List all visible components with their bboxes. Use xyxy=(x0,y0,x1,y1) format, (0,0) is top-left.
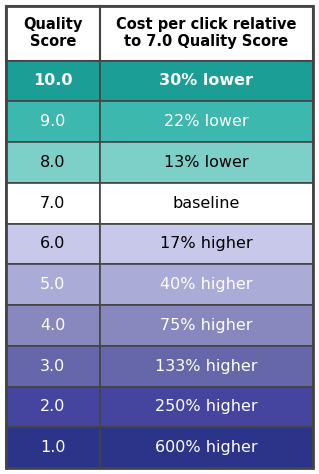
Text: 2.0: 2.0 xyxy=(40,400,65,414)
Text: 600% higher: 600% higher xyxy=(155,440,258,455)
Bar xyxy=(100,6,313,61)
Bar xyxy=(100,224,313,264)
Text: 4.0: 4.0 xyxy=(40,318,65,333)
Text: Quality
Score: Quality Score xyxy=(23,17,83,49)
Text: 7.0: 7.0 xyxy=(40,196,65,210)
Text: 75% higher: 75% higher xyxy=(160,318,253,333)
Text: 8.0: 8.0 xyxy=(40,155,66,170)
Text: Cost per click relative
to 7.0 Quality Score: Cost per click relative to 7.0 Quality S… xyxy=(116,17,297,49)
Bar xyxy=(6,101,100,142)
Bar xyxy=(100,61,313,101)
Text: baseline: baseline xyxy=(173,196,240,210)
Text: 22% lower: 22% lower xyxy=(164,114,249,129)
Bar xyxy=(6,427,100,468)
Bar xyxy=(100,264,313,305)
Text: 3.0: 3.0 xyxy=(40,359,65,374)
Bar xyxy=(100,142,313,183)
Bar xyxy=(100,427,313,468)
Bar xyxy=(6,224,100,264)
Text: 30% lower: 30% lower xyxy=(159,73,253,88)
Bar xyxy=(6,183,100,224)
Text: 250% higher: 250% higher xyxy=(155,400,258,414)
Bar xyxy=(100,183,313,224)
Bar xyxy=(100,101,313,142)
Bar xyxy=(6,61,100,101)
Bar xyxy=(6,264,100,305)
Text: 17% higher: 17% higher xyxy=(160,237,253,251)
Bar xyxy=(6,305,100,346)
Bar xyxy=(6,6,100,61)
Bar xyxy=(100,346,313,386)
Bar xyxy=(6,142,100,183)
Bar xyxy=(100,305,313,346)
Text: 1.0: 1.0 xyxy=(40,440,66,455)
Text: 10.0: 10.0 xyxy=(33,73,72,88)
Text: 9.0: 9.0 xyxy=(40,114,65,129)
Text: 133% higher: 133% higher xyxy=(155,359,257,374)
Text: 6.0: 6.0 xyxy=(40,237,65,251)
Bar xyxy=(6,386,100,427)
Text: 5.0: 5.0 xyxy=(40,277,65,292)
Bar xyxy=(100,386,313,427)
Text: 13% lower: 13% lower xyxy=(164,155,249,170)
Bar xyxy=(6,346,100,386)
Text: 40% higher: 40% higher xyxy=(160,277,253,292)
